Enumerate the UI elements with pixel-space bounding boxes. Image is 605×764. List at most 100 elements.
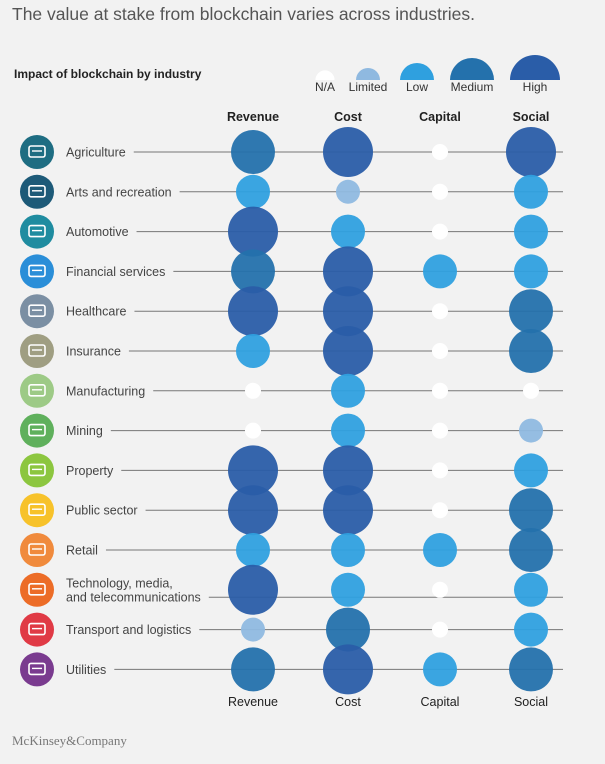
column-footer-capital: Capital bbox=[421, 695, 460, 709]
legend-label: Limited bbox=[349, 80, 388, 94]
bubble-capital-na bbox=[432, 621, 448, 638]
directors-chair-icon bbox=[20, 174, 54, 209]
bubble-cost-high bbox=[323, 127, 373, 177]
bubble-capital-na bbox=[432, 144, 448, 160]
industry-label: Arts and recreation bbox=[66, 185, 172, 199]
bubble-capital-low bbox=[423, 254, 457, 289]
truck-icon bbox=[20, 612, 54, 647]
bubble-revenue-na bbox=[245, 382, 261, 399]
icon-glyph bbox=[28, 145, 46, 158]
industry-label: Mining bbox=[66, 424, 103, 438]
icon-glyph bbox=[28, 185, 46, 198]
icon-glyph bbox=[28, 264, 46, 278]
icon-glyph bbox=[28, 463, 46, 477]
bubble-revenue-low bbox=[236, 533, 270, 567]
column-footer-revenue: Revenue bbox=[228, 695, 278, 709]
bubble-social-low bbox=[514, 572, 548, 607]
industry-label: Agriculture bbox=[66, 146, 126, 160]
bubble-revenue-medium bbox=[231, 249, 275, 294]
bubble-social-medium bbox=[509, 488, 553, 533]
bubble-capital-na bbox=[432, 183, 448, 200]
car-chassis-icon bbox=[20, 214, 54, 249]
icon-glyph bbox=[28, 543, 46, 556]
bubble-revenue-medium bbox=[231, 130, 275, 174]
bubble-cost-low bbox=[331, 413, 365, 448]
bank-icon bbox=[20, 254, 54, 289]
bubble-cost-low bbox=[331, 373, 365, 408]
bubble-cost-high bbox=[323, 485, 373, 536]
bubble-capital-na bbox=[432, 462, 448, 479]
bubble-social-na bbox=[523, 382, 539, 399]
bubble-social-medium bbox=[509, 289, 553, 334]
industry-label: Healthcare bbox=[66, 305, 126, 319]
bubble-cost-low bbox=[331, 214, 365, 249]
bubble-revenue-medium bbox=[231, 647, 275, 692]
legend-swatch-limited bbox=[356, 68, 380, 80]
legend-label: Medium bbox=[451, 80, 494, 94]
bubble-revenue-high bbox=[228, 286, 278, 337]
icon-glyph bbox=[28, 224, 46, 238]
icon-glyph bbox=[28, 503, 46, 517]
icon-circle bbox=[20, 453, 54, 488]
industry-label: Utilities bbox=[66, 663, 106, 677]
bubble-revenue-low bbox=[236, 334, 270, 368]
legend-swatch-high bbox=[510, 55, 560, 80]
icon-circle bbox=[20, 135, 54, 169]
bubble-social-medium bbox=[509, 528, 553, 572]
bubble-social-low bbox=[514, 612, 548, 647]
bubble-capital-na bbox=[432, 502, 448, 519]
industry-label: Public sector bbox=[66, 504, 138, 518]
legend-swatch-medium bbox=[450, 58, 494, 80]
icon-circle bbox=[20, 413, 54, 448]
legend-swatch-na bbox=[315, 70, 335, 80]
robot-arm-icon bbox=[20, 373, 54, 408]
bubble-social-low bbox=[514, 174, 548, 209]
bubble-social-limited bbox=[519, 418, 543, 443]
industry-label: Insurance bbox=[66, 345, 121, 359]
icon-circle bbox=[20, 334, 54, 368]
icon-circle bbox=[20, 533, 54, 567]
icon-circle bbox=[20, 652, 54, 687]
mining-helmet-icon bbox=[20, 413, 54, 448]
industry-label: Manufacturing bbox=[66, 384, 145, 398]
bubble-cost-high bbox=[323, 445, 373, 496]
bubble-capital-low bbox=[423, 533, 457, 567]
industry-label: Transport and logistics bbox=[66, 623, 191, 637]
bubble-revenue-high bbox=[228, 445, 278, 496]
legend-swatch-low bbox=[400, 63, 434, 80]
icon-circle bbox=[20, 612, 54, 647]
icon-glyph bbox=[28, 622, 46, 636]
bubble-social-medium bbox=[509, 329, 553, 373]
bubble-cost-high bbox=[323, 326, 373, 376]
bubble-social-low bbox=[514, 453, 548, 488]
company-logo: McKinsey&Company bbox=[12, 733, 127, 748]
bubble-revenue-high bbox=[228, 564, 278, 615]
media-player-icon bbox=[20, 572, 54, 607]
page-title: The value at stake from blockchain varie… bbox=[12, 4, 475, 24]
icon-glyph bbox=[28, 383, 46, 397]
icon-circle bbox=[20, 174, 54, 209]
building-icon bbox=[20, 453, 54, 488]
icon-circle bbox=[20, 214, 54, 249]
bubble-social-low bbox=[514, 214, 548, 249]
legend-label: Low bbox=[406, 80, 428, 94]
bubble-capital-na bbox=[432, 382, 448, 399]
column-header-revenue: Revenue bbox=[227, 110, 279, 124]
bubble-cost-high bbox=[323, 286, 373, 337]
lightning-icon bbox=[20, 652, 54, 687]
bubble-revenue-high bbox=[228, 485, 278, 536]
bubble-revenue-na bbox=[245, 422, 261, 439]
bubble-social-low bbox=[514, 254, 548, 289]
icon-glyph bbox=[28, 304, 46, 318]
bubble-cost-low bbox=[331, 533, 365, 567]
bubble-cost-high bbox=[323, 246, 373, 297]
industry-label: Financial services bbox=[66, 265, 165, 279]
column-header-social: Social bbox=[513, 110, 550, 124]
bubble-cost-high bbox=[323, 644, 373, 695]
handshake-icon bbox=[20, 493, 54, 528]
industry-label: Retail bbox=[66, 544, 98, 558]
icon-glyph bbox=[28, 582, 46, 596]
legend-label: N/A bbox=[315, 80, 335, 94]
industry-label: Property bbox=[66, 464, 114, 478]
column-header-cost: Cost bbox=[334, 110, 363, 124]
